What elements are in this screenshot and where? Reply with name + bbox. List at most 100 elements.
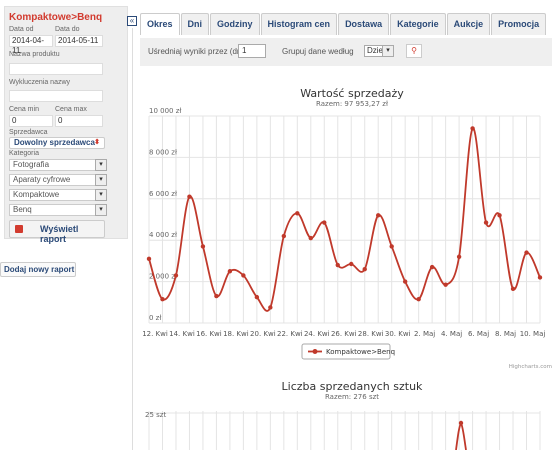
category-select-4[interactable]: Benq ▾ (9, 204, 107, 216)
x-tick-label: 18. Kwi (223, 330, 249, 338)
data-point (376, 213, 381, 218)
data-point (456, 254, 462, 259)
price-max-label: Cena max (55, 106, 87, 113)
legend-label: Kompaktowe>Benq (326, 348, 395, 356)
legend[interactable]: Kompaktowe>Benq (301, 343, 395, 360)
y-tick-label: 0 zł (149, 314, 161, 322)
data-point (173, 273, 179, 278)
category-value: Kompaktowe (13, 190, 60, 199)
data-point (295, 211, 300, 216)
sales-value-chart: Wartość sprzedaży Razem: 97 953,27 zł 0 … (142, 87, 552, 370)
search-icon[interactable]: ⚲ (406, 44, 422, 58)
y-tick-label: 2 000 zł (149, 273, 177, 281)
data-point (537, 275, 543, 280)
data-point (241, 273, 246, 278)
price-min-input[interactable]: 0 (9, 115, 53, 127)
tab-kategorie[interactable]: Kategorie (390, 13, 446, 35)
data-point (214, 293, 219, 299)
data-point (227, 269, 233, 274)
exclude-name-input[interactable] (9, 90, 103, 102)
category-select-2[interactable]: Aparaty cyfrowe ▾ (9, 174, 107, 186)
category-select-1[interactable]: Fotografia ▾ (9, 159, 107, 171)
collapse-sidebar-icon[interactable]: « (127, 16, 137, 26)
data-point (483, 220, 489, 225)
data-point (200, 244, 206, 249)
chart-grid (148, 115, 541, 324)
product-name-input[interactable] (9, 63, 103, 75)
chevron-down-icon[interactable]: ▾ (95, 159, 107, 171)
y-axis: 0 zł 2 000 zł 4 000 zł 6 000 zł 8 000 zł 10 0… (149, 107, 181, 322)
data-point (335, 262, 340, 268)
dealer-select[interactable]: Dowolny sprzedawca ⬍ (9, 137, 105, 149)
x-tick-label: 16. Kwi (196, 330, 222, 338)
tab-okres[interactable]: Okres (140, 13, 180, 35)
x-tick-label: 12. Kwi (142, 330, 168, 338)
x-tick-label: 6. Maj (468, 330, 489, 338)
x-tick-label: 4. Maj (441, 330, 462, 338)
x-tick-label: 8. Maj (495, 330, 516, 338)
data-point (458, 420, 464, 426)
chevron-down-icon[interactable]: ▾ (95, 189, 107, 201)
x-tick-label: 2. Maj (414, 330, 435, 338)
data-point (470, 126, 475, 131)
chevron-down-icon[interactable]: ▾ (95, 174, 107, 186)
category-value: Fotografia (13, 160, 50, 169)
credits[interactable]: Highcharts.com (509, 364, 552, 370)
data-point (160, 296, 165, 302)
series-line (148, 127, 541, 312)
x-tick-label: 30. Kwi (385, 330, 411, 338)
category-value: Benq (13, 205, 32, 214)
legend-marker (312, 349, 318, 354)
tab-aukcje[interactable]: Aukcje (446, 13, 491, 35)
y-tick-label: 8 000 zł (149, 148, 177, 156)
y-tick-label: 25 szt (145, 411, 166, 419)
average-label: Uśredniaj wyniki przez (dni) (148, 47, 246, 56)
y-tick-label: 10 000 zł (149, 107, 181, 115)
average-days-input[interactable]: 1 (238, 44, 266, 58)
add-report-button[interactable]: Dodaj nowy raport (0, 262, 76, 277)
y-tick-label: 6 000 zł (149, 190, 177, 198)
y-tick-label: 4 000 zł (149, 231, 177, 239)
tab-histogram-cen[interactable]: Histogram cen (260, 13, 338, 35)
chevron-down-icon[interactable]: ▾ (382, 45, 394, 57)
dealer-label: Sprzedawca (9, 129, 48, 136)
x-tick-label: 22. Kwi (277, 330, 303, 338)
tab-dni[interactable]: Dni (180, 13, 210, 35)
date-to-input[interactable]: 2014-05-11 (55, 35, 103, 47)
data-point (443, 282, 448, 287)
chart-title: Liczba sprzedanych sztuk (282, 380, 424, 393)
data-point (281, 233, 287, 239)
chart-subtitle: Razem: 276 szt (325, 393, 379, 401)
chart-grid (148, 411, 541, 450)
show-report-button[interactable]: Wyświetl raport (9, 220, 105, 244)
chevron-down-icon[interactable]: ▾ (95, 204, 107, 216)
updown-arrow-icon: ⬍ (94, 139, 100, 146)
data-point (510, 286, 516, 292)
series-line (455, 420, 467, 450)
tab-promocja[interactable]: Promocja (491, 13, 547, 35)
tab-bar: Okres Dni Godziny Histogram cen Dostawa … (140, 13, 547, 35)
price-min-label: Cena min (9, 106, 39, 113)
chart-title: Wartość sprzedaży (300, 87, 404, 100)
report-title[interactable]: Kompaktowe>Benq (9, 12, 103, 23)
series-points (146, 126, 543, 310)
date-to-label: Data do (55, 26, 80, 33)
product-name-label: Nazwa produktu (9, 51, 60, 58)
report-panel: Kompaktowe>Benq Data od Data do 2014-04-… (4, 6, 128, 244)
date-from-label: Data od (9, 26, 34, 33)
data-point (429, 264, 435, 270)
chart-subtitle: Razem: 97 953,27 zł (316, 100, 388, 108)
options-bar: Uśredniaj wyniki przez (dni) 1 Grupuj da… (140, 38, 552, 66)
price-max-input[interactable]: 0 (55, 115, 103, 127)
x-tick-label: 10. Maj (520, 330, 546, 338)
x-tick-label: 28. Kwi (358, 330, 384, 338)
data-point (322, 220, 327, 225)
tab-godziny[interactable]: Godziny (210, 13, 260, 35)
divider (132, 28, 133, 450)
tab-dostawa[interactable]: Dostawa (338, 13, 390, 35)
print-icon (15, 225, 23, 233)
date-from-input[interactable]: 2014-04-11 (9, 35, 53, 55)
x-tick-label: 20. Kwi (250, 330, 276, 338)
x-tick-label: 24. Kwi (304, 330, 330, 338)
category-select-3[interactable]: Kompaktowe ▾ (9, 189, 107, 201)
